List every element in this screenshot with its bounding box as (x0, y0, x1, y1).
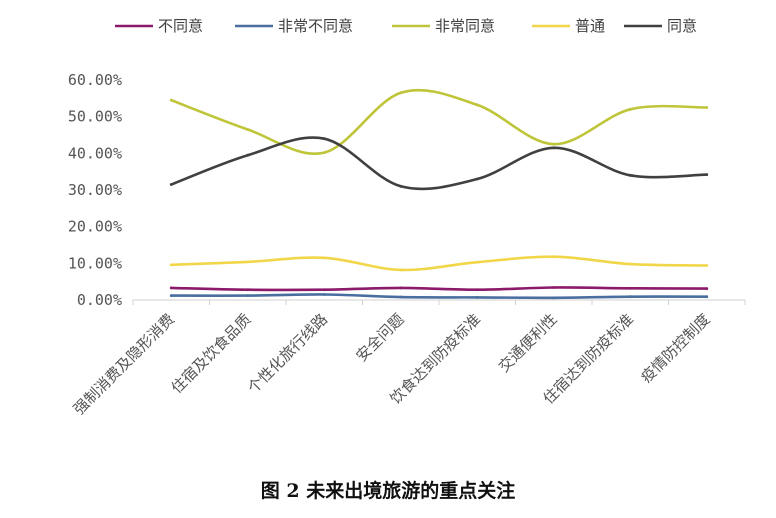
legend-label: 同意 (667, 17, 697, 35)
series-point (399, 268, 403, 272)
series-point (475, 288, 479, 292)
legend-label: 不同意 (158, 17, 203, 35)
series-point (169, 183, 173, 186)
series-point (628, 295, 632, 299)
series-point (399, 295, 403, 299)
series-point (552, 296, 556, 300)
series-line (170, 255, 709, 272)
series-point (322, 256, 326, 260)
series-point (246, 128, 250, 131)
y-tick-label: 30.00% (68, 181, 122, 199)
series-point (169, 294, 173, 297)
y-tick-label: 50.00% (68, 108, 122, 126)
x-category-label: 疫情防控制度 (637, 310, 713, 386)
x-category-label: 安全问题 (352, 310, 407, 365)
series-point (169, 263, 173, 267)
x-category-label: 个性化旅行线路 (244, 310, 331, 397)
series-point (475, 177, 479, 181)
series-point (246, 294, 250, 297)
y-tick-label: 10.00% (68, 254, 122, 272)
series-point (552, 142, 556, 146)
series-line (170, 286, 709, 292)
series-point (322, 137, 326, 141)
legend: 不同意 非常不同意 非常同意 普通 同意 (115, 17, 697, 35)
series-line (170, 88, 709, 155)
series-line (170, 136, 709, 191)
series-point (628, 107, 632, 111)
series-point (399, 286, 403, 290)
series-point (246, 288, 250, 292)
series-point (322, 288, 326, 292)
series-line (170, 293, 709, 300)
y-tick-label: 0.00% (77, 291, 122, 309)
series-point (705, 295, 709, 299)
series-point (475, 103, 479, 107)
series-point (552, 255, 556, 259)
legend-label: 非常不同意 (278, 17, 353, 35)
figure-caption: 图 2 未来出境旅游的重点关注 (260, 480, 516, 502)
series-point (169, 98, 173, 102)
plot-area (132, 88, 746, 305)
series-point (399, 184, 403, 188)
series-point (322, 151, 326, 155)
y-tick-label: 40.00% (68, 144, 122, 162)
series-point (399, 91, 403, 95)
y-tick-label: 60.00% (68, 71, 122, 89)
series-point (169, 286, 173, 290)
series-point (322, 293, 326, 296)
series-point (552, 146, 556, 150)
legend-label: 普通 (575, 17, 605, 35)
legend-label: 非常同意 (435, 17, 495, 35)
x-category-label: 住宿及饮食品质 (168, 310, 255, 397)
x-category-label: 强制消费及隐形消费 (70, 310, 178, 418)
y-tick-label: 20.00% (68, 218, 122, 236)
x-category-label: 交通便利性 (495, 310, 561, 376)
series-point (552, 286, 556, 289)
y-axis: 0.00% 10.00% 20.00% 30.00% 40.00% 50.00% 60.00… (68, 71, 122, 309)
series-point (246, 260, 250, 264)
series-point (475, 260, 479, 264)
series-point (705, 264, 709, 267)
series-point (628, 286, 632, 290)
series-point (628, 262, 632, 266)
series-point (246, 153, 250, 157)
series-point (705, 287, 709, 291)
series-point (705, 106, 709, 109)
series-point (475, 296, 479, 299)
series-point (628, 173, 632, 177)
series-point (705, 173, 709, 177)
